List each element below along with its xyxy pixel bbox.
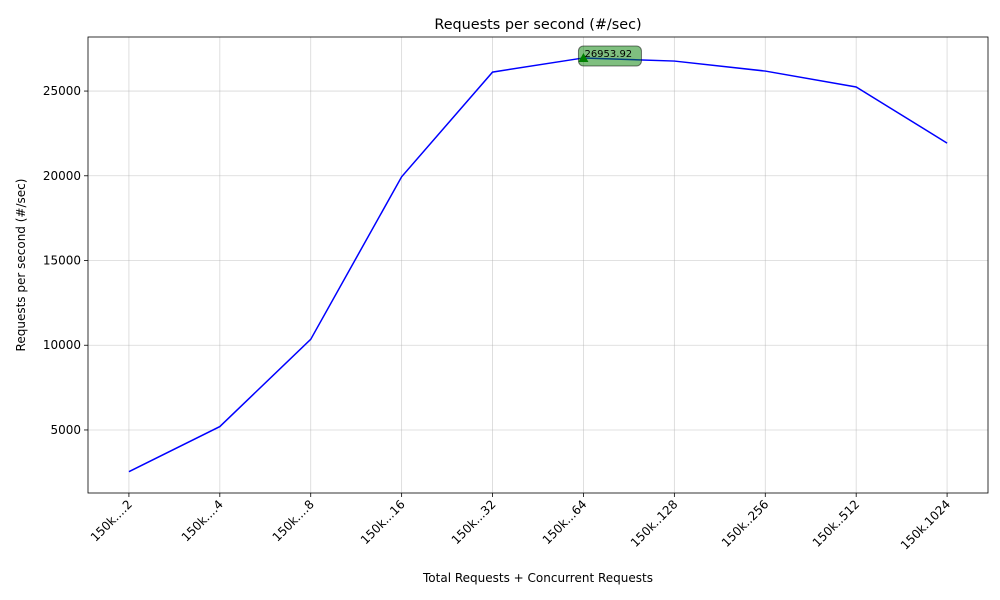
data-line xyxy=(128,57,948,473)
x-axis-label: Total Requests + Concurrent Requests xyxy=(422,571,653,585)
x-tick-label: 150k...64 xyxy=(540,497,590,547)
y-tick-label: 10000 xyxy=(43,338,81,352)
x-tick-label: 150k....8 xyxy=(270,497,317,544)
chart-title: Requests per second (#/sec) xyxy=(434,17,641,33)
x-tick-label: 150k.1024 xyxy=(898,497,953,552)
x-tick-label: 150k....2 xyxy=(88,497,135,544)
y-tick-label: 25000 xyxy=(43,84,81,98)
x-tick-label: 150k..512 xyxy=(810,497,863,550)
plot-frame xyxy=(87,36,989,494)
annotation-box xyxy=(577,45,642,67)
x-tick-label: 150k..128 xyxy=(628,497,681,550)
x-tick-label: 150k..256 xyxy=(719,497,772,550)
x-tick-label: 150k...32 xyxy=(449,497,499,547)
y-tick-label: 15000 xyxy=(43,254,81,268)
x-tick-label: 150k...16 xyxy=(358,497,408,547)
y-tick-label: 5000 xyxy=(50,423,81,437)
peak-annotation: 26953.92 xyxy=(577,45,642,67)
annotation-text: 26953.92 xyxy=(584,49,632,60)
y-tick-label: 20000 xyxy=(43,169,81,183)
x-tick-label: 150k....4 xyxy=(179,497,226,544)
y-axis-label: Requests per second (#/sec) xyxy=(14,179,28,352)
